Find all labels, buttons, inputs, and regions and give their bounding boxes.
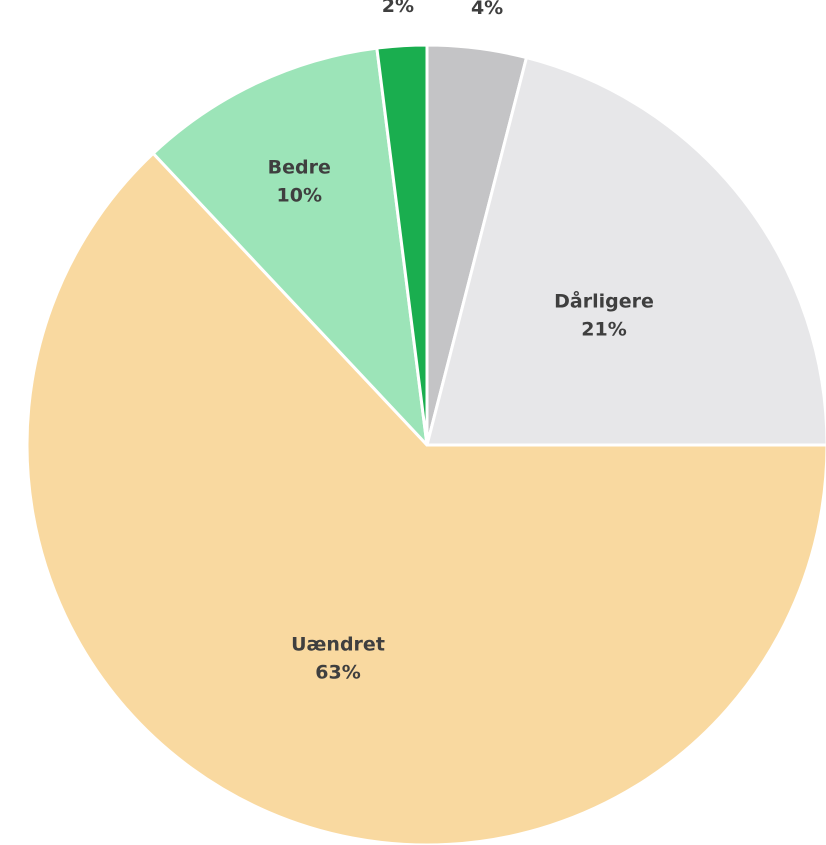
slice-value-label: 21% xyxy=(581,319,626,341)
pie-slice-meget-bedre xyxy=(375,43,429,447)
slice-value-label: 2% xyxy=(382,0,414,17)
slice-value-label: 63% xyxy=(315,662,360,684)
slice-category-label: Bedre xyxy=(268,157,331,179)
pie-slice-dårligere xyxy=(425,56,826,447)
slice-category-label: Uændret xyxy=(291,634,385,656)
pie-slice-bedre xyxy=(151,46,429,447)
slice-value-label: 4% xyxy=(471,0,503,19)
pie-slices xyxy=(25,43,826,845)
slice-category-label: Dårligere xyxy=(554,289,654,313)
pie-labels: Meget dårligere4%Dårligere21%Uændret63%B… xyxy=(268,0,654,684)
pie-slice-uændret xyxy=(25,151,826,845)
slice-value-label: 10% xyxy=(277,185,322,207)
